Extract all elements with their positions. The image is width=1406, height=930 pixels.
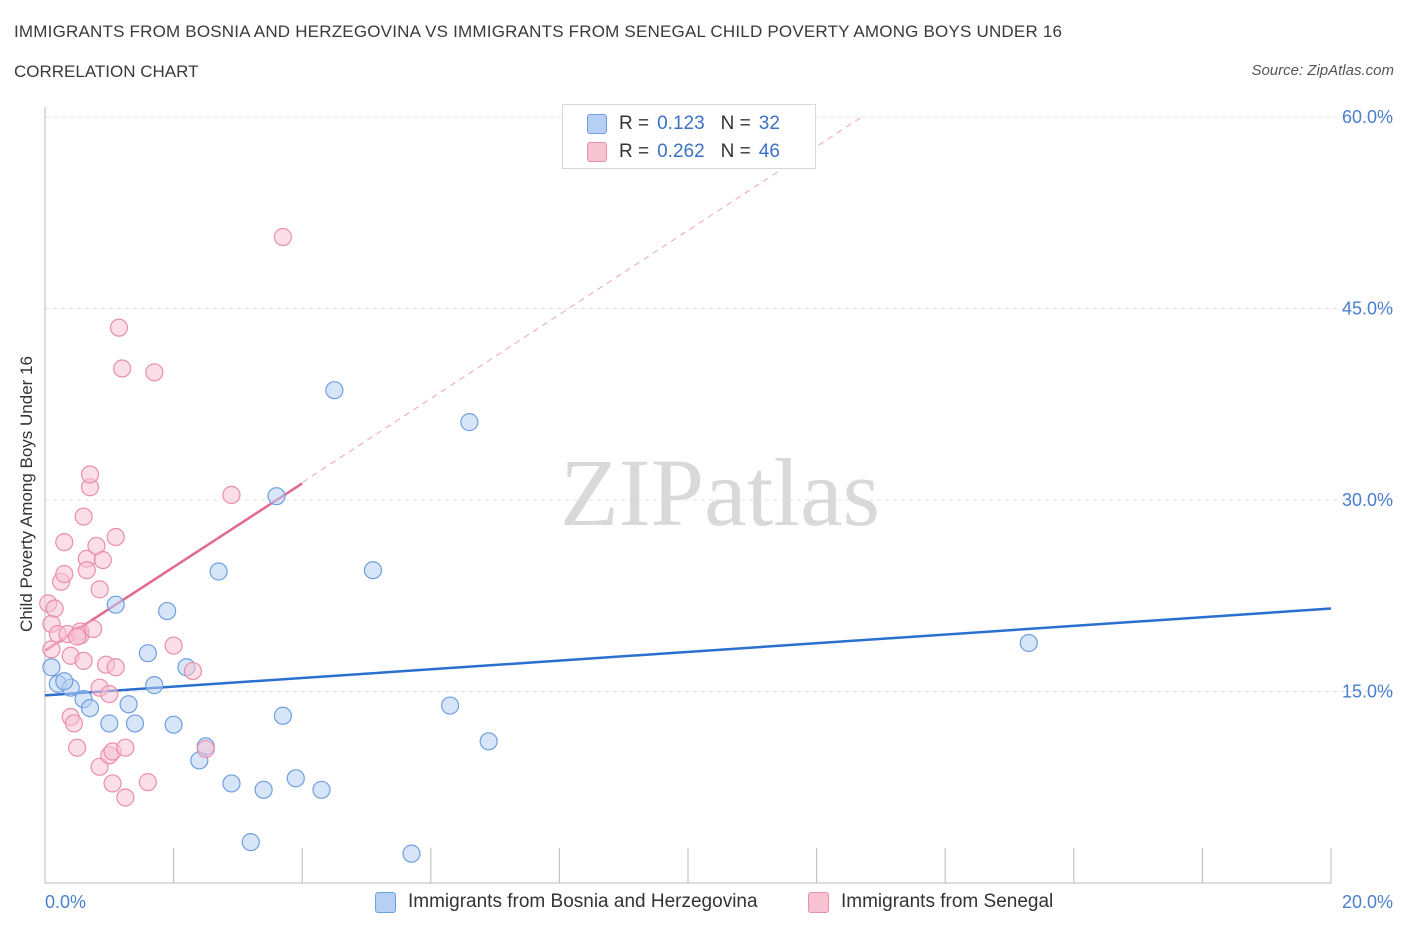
point-bosnia bbox=[42, 658, 61, 677]
point-bosnia bbox=[1019, 633, 1038, 653]
point-bosnia bbox=[312, 780, 331, 799]
legend-r-label: R = bbox=[619, 113, 650, 134]
legend-n-label: N = bbox=[720, 141, 751, 162]
series-legend-swatch-bosnia bbox=[375, 891, 396, 913]
legend-row-bosnia: R = 0.123 N = 32 bbox=[587, 112, 780, 136]
point-senegal bbox=[74, 651, 93, 670]
point-senegal bbox=[145, 363, 164, 382]
legend-r-value: 0.262 bbox=[657, 141, 705, 162]
trend-lines bbox=[44, 116, 1332, 697]
gridlines bbox=[45, 116, 1395, 692]
tick-labels: 15.0% 30.0% 45.0% 60.0% 0.0% 20.0% bbox=[45, 107, 1393, 912]
point-senegal bbox=[106, 658, 125, 677]
point-senegal bbox=[68, 627, 87, 646]
point-bosnia bbox=[209, 562, 228, 581]
series-legend-label-bosnia: Immigrants from Bosnia and Herzegovina bbox=[408, 891, 758, 912]
point-bosnia bbox=[325, 381, 344, 400]
trend-line-extended-senegal bbox=[44, 116, 862, 652]
point-bosnia bbox=[164, 715, 183, 734]
point-senegal bbox=[273, 227, 293, 247]
point-bosnia bbox=[440, 696, 460, 715]
point-senegal bbox=[100, 684, 119, 704]
watermark: ZIPatlas bbox=[560, 439, 880, 546]
series-legend-label-senegal: Immigrants from Senegal bbox=[841, 891, 1054, 912]
stats-legend: R = 0.123 N = 32 R = 0.262 N = 46 bbox=[562, 104, 816, 169]
point-bosnia bbox=[363, 561, 383, 580]
data-points bbox=[39, 227, 1038, 863]
point-bosnia bbox=[479, 732, 498, 751]
point-senegal bbox=[164, 636, 183, 655]
point-senegal bbox=[45, 599, 64, 618]
point-senegal bbox=[109, 318, 129, 337]
legend-n-label: N = bbox=[720, 113, 751, 134]
point-senegal bbox=[103, 774, 122, 793]
legend-n-value: 46 bbox=[758, 141, 780, 162]
point-senegal bbox=[55, 564, 74, 584]
point-senegal bbox=[138, 773, 157, 792]
point-senegal bbox=[55, 533, 74, 552]
legend-swatch-bosnia bbox=[587, 114, 607, 134]
y-tick-label: 60.0% bbox=[1342, 107, 1393, 127]
point-bosnia bbox=[254, 780, 273, 799]
point-senegal bbox=[84, 619, 103, 639]
point-bosnia bbox=[145, 676, 164, 695]
point-bosnia bbox=[222, 774, 241, 793]
point-senegal bbox=[77, 561, 96, 580]
point-bosnia bbox=[241, 833, 260, 852]
point-bosnia bbox=[55, 672, 74, 691]
point-bosnia bbox=[460, 413, 479, 432]
point-senegal bbox=[74, 507, 93, 526]
point-senegal bbox=[68, 738, 87, 757]
point-bosnia bbox=[286, 769, 305, 788]
point-senegal bbox=[116, 788, 135, 807]
legend-r-label: R = bbox=[619, 141, 650, 162]
point-senegal bbox=[116, 738, 135, 757]
chart-subtitle: CORRELATION CHART bbox=[14, 62, 199, 81]
point-bosnia bbox=[138, 644, 157, 663]
point-senegal bbox=[222, 485, 241, 504]
point-senegal bbox=[183, 661, 202, 681]
legend-r-value: 0.123 bbox=[657, 113, 705, 134]
series-legend-bosnia: Immigrants from Bosnia and Herzegovina bbox=[375, 888, 758, 916]
legend-n-value: 32 bbox=[758, 113, 780, 134]
axes bbox=[44, 107, 1332, 884]
series-legend-swatch-senegal bbox=[808, 891, 829, 913]
point-senegal bbox=[64, 714, 84, 733]
point-bosnia bbox=[119, 695, 138, 714]
point-bosnia bbox=[402, 844, 421, 863]
point-bosnia bbox=[100, 714, 119, 733]
x-tick-label: 20.0% bbox=[1342, 892, 1393, 912]
point-senegal bbox=[90, 580, 109, 599]
chart-title: IMMIGRANTS FROM BOSNIA AND HERZEGOVINA V… bbox=[14, 22, 1063, 41]
y-tick-label: 45.0% bbox=[1342, 299, 1393, 319]
legend-row-senegal: R = 0.262 N = 46 bbox=[587, 140, 780, 164]
series-legend-senegal: Immigrants from Senegal bbox=[808, 888, 1053, 916]
point-bosnia bbox=[158, 601, 177, 621]
chart-source: Source: ZipAtlas.com bbox=[1251, 62, 1394, 79]
y-tick-label: 30.0% bbox=[1342, 490, 1393, 510]
legend-swatch-senegal bbox=[587, 142, 607, 162]
x-tick-label: 0.0% bbox=[45, 892, 86, 912]
point-senegal bbox=[106, 527, 125, 547]
point-bosnia bbox=[106, 595, 125, 614]
point-senegal bbox=[93, 550, 112, 570]
point-bosnia bbox=[267, 487, 286, 506]
point-senegal bbox=[80, 465, 100, 484]
point-bosnia bbox=[273, 706, 293, 725]
point-bosnia bbox=[125, 714, 145, 733]
trend-line-bosnia bbox=[44, 607, 1332, 697]
point-bosnia bbox=[80, 698, 100, 718]
point-senegal bbox=[196, 739, 215, 759]
point-senegal bbox=[42, 640, 61, 659]
point-senegal bbox=[113, 359, 132, 378]
y-tick-label: 15.0% bbox=[1342, 682, 1393, 702]
